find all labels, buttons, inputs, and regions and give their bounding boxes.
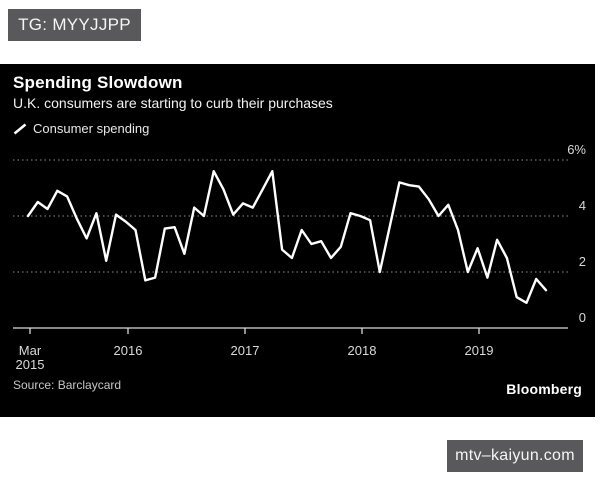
tag-label: TG: MYYJJPP bbox=[18, 15, 131, 34]
y-tick-label: 6% bbox=[567, 142, 586, 157]
legend: Consumer spending bbox=[13, 121, 149, 136]
chart-panel: Spending Slowdown U.K. consumers are sta… bbox=[0, 64, 595, 417]
tag-badge: TG: MYYJJPP bbox=[8, 9, 141, 41]
legend-label: Consumer spending bbox=[33, 121, 150, 136]
watermark-label: mtv–kaiyun.com bbox=[455, 447, 575, 464]
y-tick-label: 2 bbox=[579, 254, 586, 269]
watermark-badge: mtv–kaiyun.com bbox=[447, 440, 583, 472]
x-tick-label: 2016 bbox=[114, 343, 143, 358]
source-label: Source: Barclaycard bbox=[13, 378, 122, 392]
chart-title: Spending Slowdown bbox=[13, 73, 183, 92]
x-tick-label: 2015 bbox=[16, 357, 45, 372]
y-tick-label: 0 bbox=[579, 310, 586, 325]
series-line bbox=[26, 169, 548, 305]
bloomberg-logo: Bloomberg bbox=[506, 381, 582, 397]
x-tick-label: 2017 bbox=[231, 343, 260, 358]
x-tick-label: 2018 bbox=[348, 343, 377, 358]
y-tick-label: 4 bbox=[579, 198, 586, 213]
chart-subtitle: U.K. consumers are starting to curb thei… bbox=[13, 95, 333, 111]
x-tick-label: Mar bbox=[19, 343, 42, 358]
line-series-icon bbox=[13, 122, 27, 135]
x-tick-label: 2019 bbox=[465, 343, 494, 358]
